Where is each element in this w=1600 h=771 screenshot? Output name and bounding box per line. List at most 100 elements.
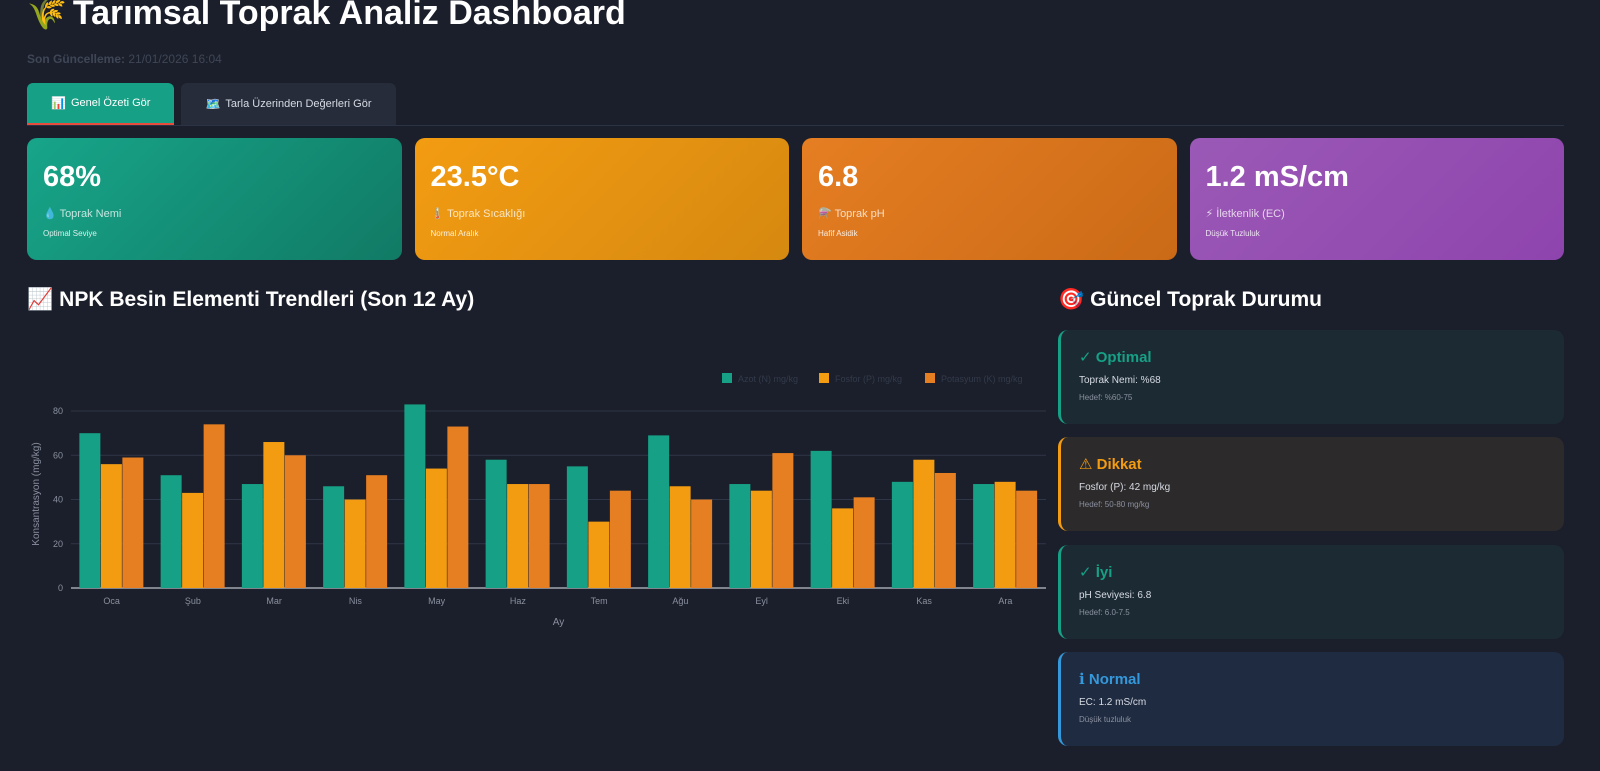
- bar-phosphorus: [832, 508, 854, 588]
- status-section-title: 🎯 Güncel Toprak Durumu: [1058, 288, 1322, 311]
- legend-label: Fosfor (P) mg/kg: [835, 374, 902, 384]
- metric-card-ph: 6.8 ⚗️ Toprak pH Hafif Asidik: [802, 138, 1177, 260]
- y-tick-label: 20: [53, 539, 63, 549]
- bar-nitrogen: [566, 466, 588, 588]
- status-title: ✓ Optimal: [1079, 349, 1152, 366]
- metric-note: Hafif Asidik: [818, 229, 858, 238]
- page-title: 🌾 Tarımsal Toprak Analiz Dashboard: [27, 0, 626, 33]
- status-card-moisture: ✓ Optimal Toprak Nemi: %68 Hedef: %60-75: [1058, 330, 1564, 424]
- status-card-phosphorus: ⚠ Dikkat Fosfor (P): 42 mg/kg Hedef: 50-…: [1058, 437, 1564, 531]
- status-desc: Fosfor (P): 42 mg/kg: [1079, 482, 1171, 493]
- metric-card-moisture: 68% 💧 Toprak Nemi Optimal Seviye: [27, 138, 402, 260]
- bar-potassium: [934, 472, 956, 588]
- y-tick-label: 0: [58, 583, 63, 593]
- tab-label: Tarla Üzerinden Değerleri Gör: [225, 98, 372, 110]
- tab-general-summary[interactable]: 📊 Genel Özeti Gör: [27, 83, 175, 125]
- bar-phosphorus: [182, 492, 204, 588]
- npk-trend-chart: 0 20 40 60 80 Oca Şub Mar Nis May Haz Tem Ağu Eyl Eki K…: [31, 373, 1046, 628]
- bar-potassium: [772, 453, 794, 588]
- trend-section-title: 📈 NPK Besin Elementi Trendleri (Son 12 Ay…: [27, 288, 475, 311]
- metric-label: 🌡️ Toprak Sıcaklığı: [430, 208, 526, 220]
- bar-phosphorus: [425, 468, 447, 588]
- metric-value: 6.8: [818, 161, 859, 193]
- bar-phosphorus: [263, 442, 285, 588]
- tab-divider: [27, 125, 1564, 126]
- bar-phosphorus: [994, 481, 1016, 588]
- y-tick-label: 40: [53, 495, 63, 505]
- bar-phosphorus: [507, 484, 529, 588]
- y-axis-label: Konsantrasyon (mg/kg): [31, 442, 42, 545]
- status-title: ℹ Normal: [1079, 671, 1141, 688]
- y-tick-label: 60: [53, 450, 63, 460]
- tab-field-values[interactable]: 🗺️ Tarla Üzerinden Değerleri Gör: [181, 83, 396, 125]
- bar-potassium: [366, 475, 388, 588]
- status-hint: Düşük tuzluluk: [1079, 715, 1132, 724]
- x-tick-label: Ağu: [672, 596, 688, 606]
- bar-nitrogen: [241, 484, 263, 588]
- x-tick-label: Haz: [510, 596, 527, 606]
- tab-label: Genel Özeti Gör: [70, 97, 151, 109]
- metric-note: Optimal Seviye: [43, 229, 97, 238]
- bar-nitrogen: [485, 459, 507, 588]
- trend-chart-icon: 📈: [27, 288, 54, 311]
- target-icon: 🎯: [1058, 288, 1085, 311]
- bar-nitrogen: [79, 433, 101, 588]
- bar-potassium: [609, 490, 631, 588]
- bar-nitrogen: [729, 484, 751, 588]
- bar-potassium: [691, 499, 713, 588]
- bar-potassium: [528, 484, 550, 588]
- bar-phosphorus: [344, 499, 366, 588]
- metric-value: 23.5°C: [430, 161, 520, 193]
- bar-potassium: [203, 424, 225, 588]
- legend-swatch: [925, 373, 935, 383]
- x-tick-label: Eki: [837, 596, 850, 606]
- metric-card-temperature: 23.5°C 🌡️ Toprak Sıcaklığı Normal Aralık: [414, 138, 789, 260]
- tab-bar: 📊 Genel Özeti Gör 🗺️ Tarla Üzerinden Değ…: [27, 83, 396, 125]
- x-tick-label: Ara: [998, 596, 1012, 606]
- metric-label: ⚗️ Toprak pH: [818, 208, 885, 220]
- status-hint: Hedef: 6.0-7.5: [1079, 608, 1130, 617]
- bar-nitrogen: [891, 481, 913, 588]
- bar-nitrogen: [323, 486, 345, 588]
- x-tick-label: Mar: [266, 596, 282, 606]
- bar-nitrogen: [973, 484, 995, 588]
- flask-icon: ⚗️: [818, 208, 832, 220]
- status-desc: pH Seviyesi: 6.8: [1079, 590, 1152, 601]
- metric-note: Düşük Tuzluluk: [1205, 229, 1260, 238]
- bar-phosphorus: [750, 490, 772, 588]
- metric-value: 1.2 mS/cm: [1205, 161, 1349, 193]
- status-hint: Hedef: 50-80 mg/kg: [1079, 500, 1150, 509]
- x-tick-label: May: [428, 596, 446, 606]
- status-title: ⚠ Dikkat: [1079, 456, 1142, 473]
- bar-potassium: [853, 497, 875, 588]
- metric-cards: 68% 💧 Toprak Nemi Optimal Seviye 23.5°C …: [27, 138, 1564, 260]
- bar-potassium: [122, 457, 144, 588]
- bar-nitrogen: [404, 404, 426, 588]
- status-desc: Toprak Nemi: %68: [1079, 375, 1161, 386]
- status-card-ph: ✓ İyi pH Seviyesi: 6.8 Hedef: 6.0-7.5: [1058, 545, 1564, 639]
- x-tick-label: Oca: [103, 596, 120, 606]
- bar-potassium: [284, 455, 306, 588]
- bar-potassium: [447, 426, 469, 588]
- x-tick-label: Şub: [185, 596, 201, 606]
- legend-swatch: [722, 373, 732, 383]
- bar-phosphorus: [588, 521, 610, 588]
- y-tick-label: 80: [53, 406, 63, 416]
- metric-note: Normal Aralık: [430, 229, 479, 238]
- legend-swatch: [819, 373, 829, 383]
- map-icon: 🗺️: [205, 97, 221, 111]
- x-tick-label: Eyl: [755, 596, 768, 606]
- lightning-icon: ⚡: [1205, 208, 1214, 220]
- thermometer-icon: 🌡️: [430, 208, 445, 220]
- bar-nitrogen: [810, 450, 832, 588]
- status-desc: EC: 1.2 mS/cm: [1079, 697, 1147, 708]
- legend-label: Potasyum (K) mg/kg: [941, 374, 1023, 384]
- bar-phosphorus: [669, 486, 691, 588]
- bar-nitrogen: [648, 435, 670, 588]
- status-title: ✓ İyi: [1079, 564, 1113, 581]
- last-update: Son Güncelleme: 21/01/2026 16:04: [27, 52, 222, 66]
- bar-chart-icon: 📊: [51, 96, 66, 110]
- rice-plant-icon: 🌾: [27, 0, 67, 31]
- metric-value: 68%: [43, 161, 102, 193]
- status-hint: Hedef: %60-75: [1079, 393, 1133, 402]
